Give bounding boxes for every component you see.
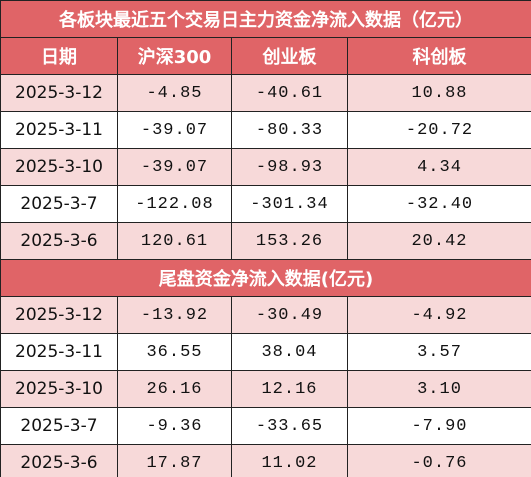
value-cell: -301.34 bbox=[231, 185, 348, 223]
value-cell: -9.36 bbox=[117, 407, 232, 445]
data-row: 2025-3-10 26.16 12.16 3.10 bbox=[0, 370, 531, 408]
table-title: 尾盘资金净流入数据(亿元) bbox=[0, 259, 531, 297]
title-row: 尾盘资金净流入数据(亿元) bbox=[0, 259, 531, 297]
value-cell: 11.02 bbox=[231, 444, 348, 477]
value-cell: -80.33 bbox=[231, 111, 348, 149]
date-cell: 2025-3-12 bbox=[0, 74, 118, 112]
value-cell: 36.55 bbox=[117, 333, 232, 371]
date-cell: 2025-3-11 bbox=[0, 111, 118, 149]
value-cell: -20.72 bbox=[347, 111, 531, 149]
date-cell: 2025-3-7 bbox=[0, 407, 118, 445]
date-cell: 2025-3-7 bbox=[0, 185, 118, 223]
value-cell: -122.08 bbox=[117, 185, 232, 223]
data-row: 2025-3-12 -4.85 -40.61 10.88 bbox=[0, 74, 531, 112]
value-cell: -30.49 bbox=[231, 296, 348, 334]
value-cell: -39.07 bbox=[117, 148, 232, 186]
title-row: 各板块最近五个交易日主力资金净流入数据（亿元） bbox=[0, 0, 531, 38]
column-header: 沪深300 bbox=[117, 37, 232, 75]
value-cell: 120.61 bbox=[117, 222, 232, 260]
data-row: 2025-3-12 -13.92 -30.49 -4.92 bbox=[0, 296, 531, 334]
column-header: 创业板 bbox=[231, 37, 348, 75]
value-cell: -39.07 bbox=[117, 111, 232, 149]
value-cell: -32.40 bbox=[347, 185, 531, 223]
value-cell: 3.57 bbox=[347, 333, 531, 371]
value-cell: 17.87 bbox=[117, 444, 232, 477]
data-row: 2025-3-11 -39.07 -80.33 -20.72 bbox=[0, 111, 531, 149]
data-row: 2025-3-11 36.55 38.04 3.57 bbox=[0, 333, 531, 371]
data-row: 2025-3-7 -122.08 -301.34 -32.40 bbox=[0, 185, 531, 223]
date-cell: 2025-3-12 bbox=[0, 296, 118, 334]
date-cell: 2025-3-11 bbox=[0, 333, 118, 371]
data-row: 2025-3-6 120.61 153.26 20.42 bbox=[0, 222, 531, 260]
value-cell: -40.61 bbox=[231, 74, 348, 112]
value-cell: -0.76 bbox=[347, 444, 531, 477]
value-cell: 4.34 bbox=[347, 148, 531, 186]
value-cell: -98.93 bbox=[231, 148, 348, 186]
value-cell: -13.92 bbox=[117, 296, 232, 334]
value-cell: -7.90 bbox=[347, 407, 531, 445]
value-cell: 26.16 bbox=[117, 370, 232, 408]
date-cell: 2025-3-6 bbox=[0, 222, 118, 260]
value-cell: -33.65 bbox=[231, 407, 348, 445]
value-cell: 3.10 bbox=[347, 370, 531, 408]
data-row: 2025-3-7 -9.36 -33.65 -7.90 bbox=[0, 407, 531, 445]
value-cell: 12.16 bbox=[231, 370, 348, 408]
header-row: 日期 沪深300 创业板 科创板 bbox=[0, 37, 531, 75]
date-cell: 2025-3-6 bbox=[0, 444, 118, 477]
value-cell: 38.04 bbox=[231, 333, 348, 371]
value-cell: -4.92 bbox=[347, 296, 531, 334]
value-cell: 153.26 bbox=[231, 222, 348, 260]
column-header: 科创板 bbox=[347, 37, 531, 75]
date-cell: 2025-3-10 bbox=[0, 148, 118, 186]
column-header: 日期 bbox=[0, 37, 118, 75]
data-row: 2025-3-10 -39.07 -98.93 4.34 bbox=[0, 148, 531, 186]
table-title: 各板块最近五个交易日主力资金净流入数据（亿元） bbox=[0, 0, 531, 38]
date-cell: 2025-3-10 bbox=[0, 370, 118, 408]
value-cell: 20.42 bbox=[347, 222, 531, 260]
data-row: 2025-3-6 17.87 11.02 -0.76 bbox=[0, 444, 531, 477]
value-cell: 10.88 bbox=[347, 74, 531, 112]
value-cell: -4.85 bbox=[117, 74, 232, 112]
